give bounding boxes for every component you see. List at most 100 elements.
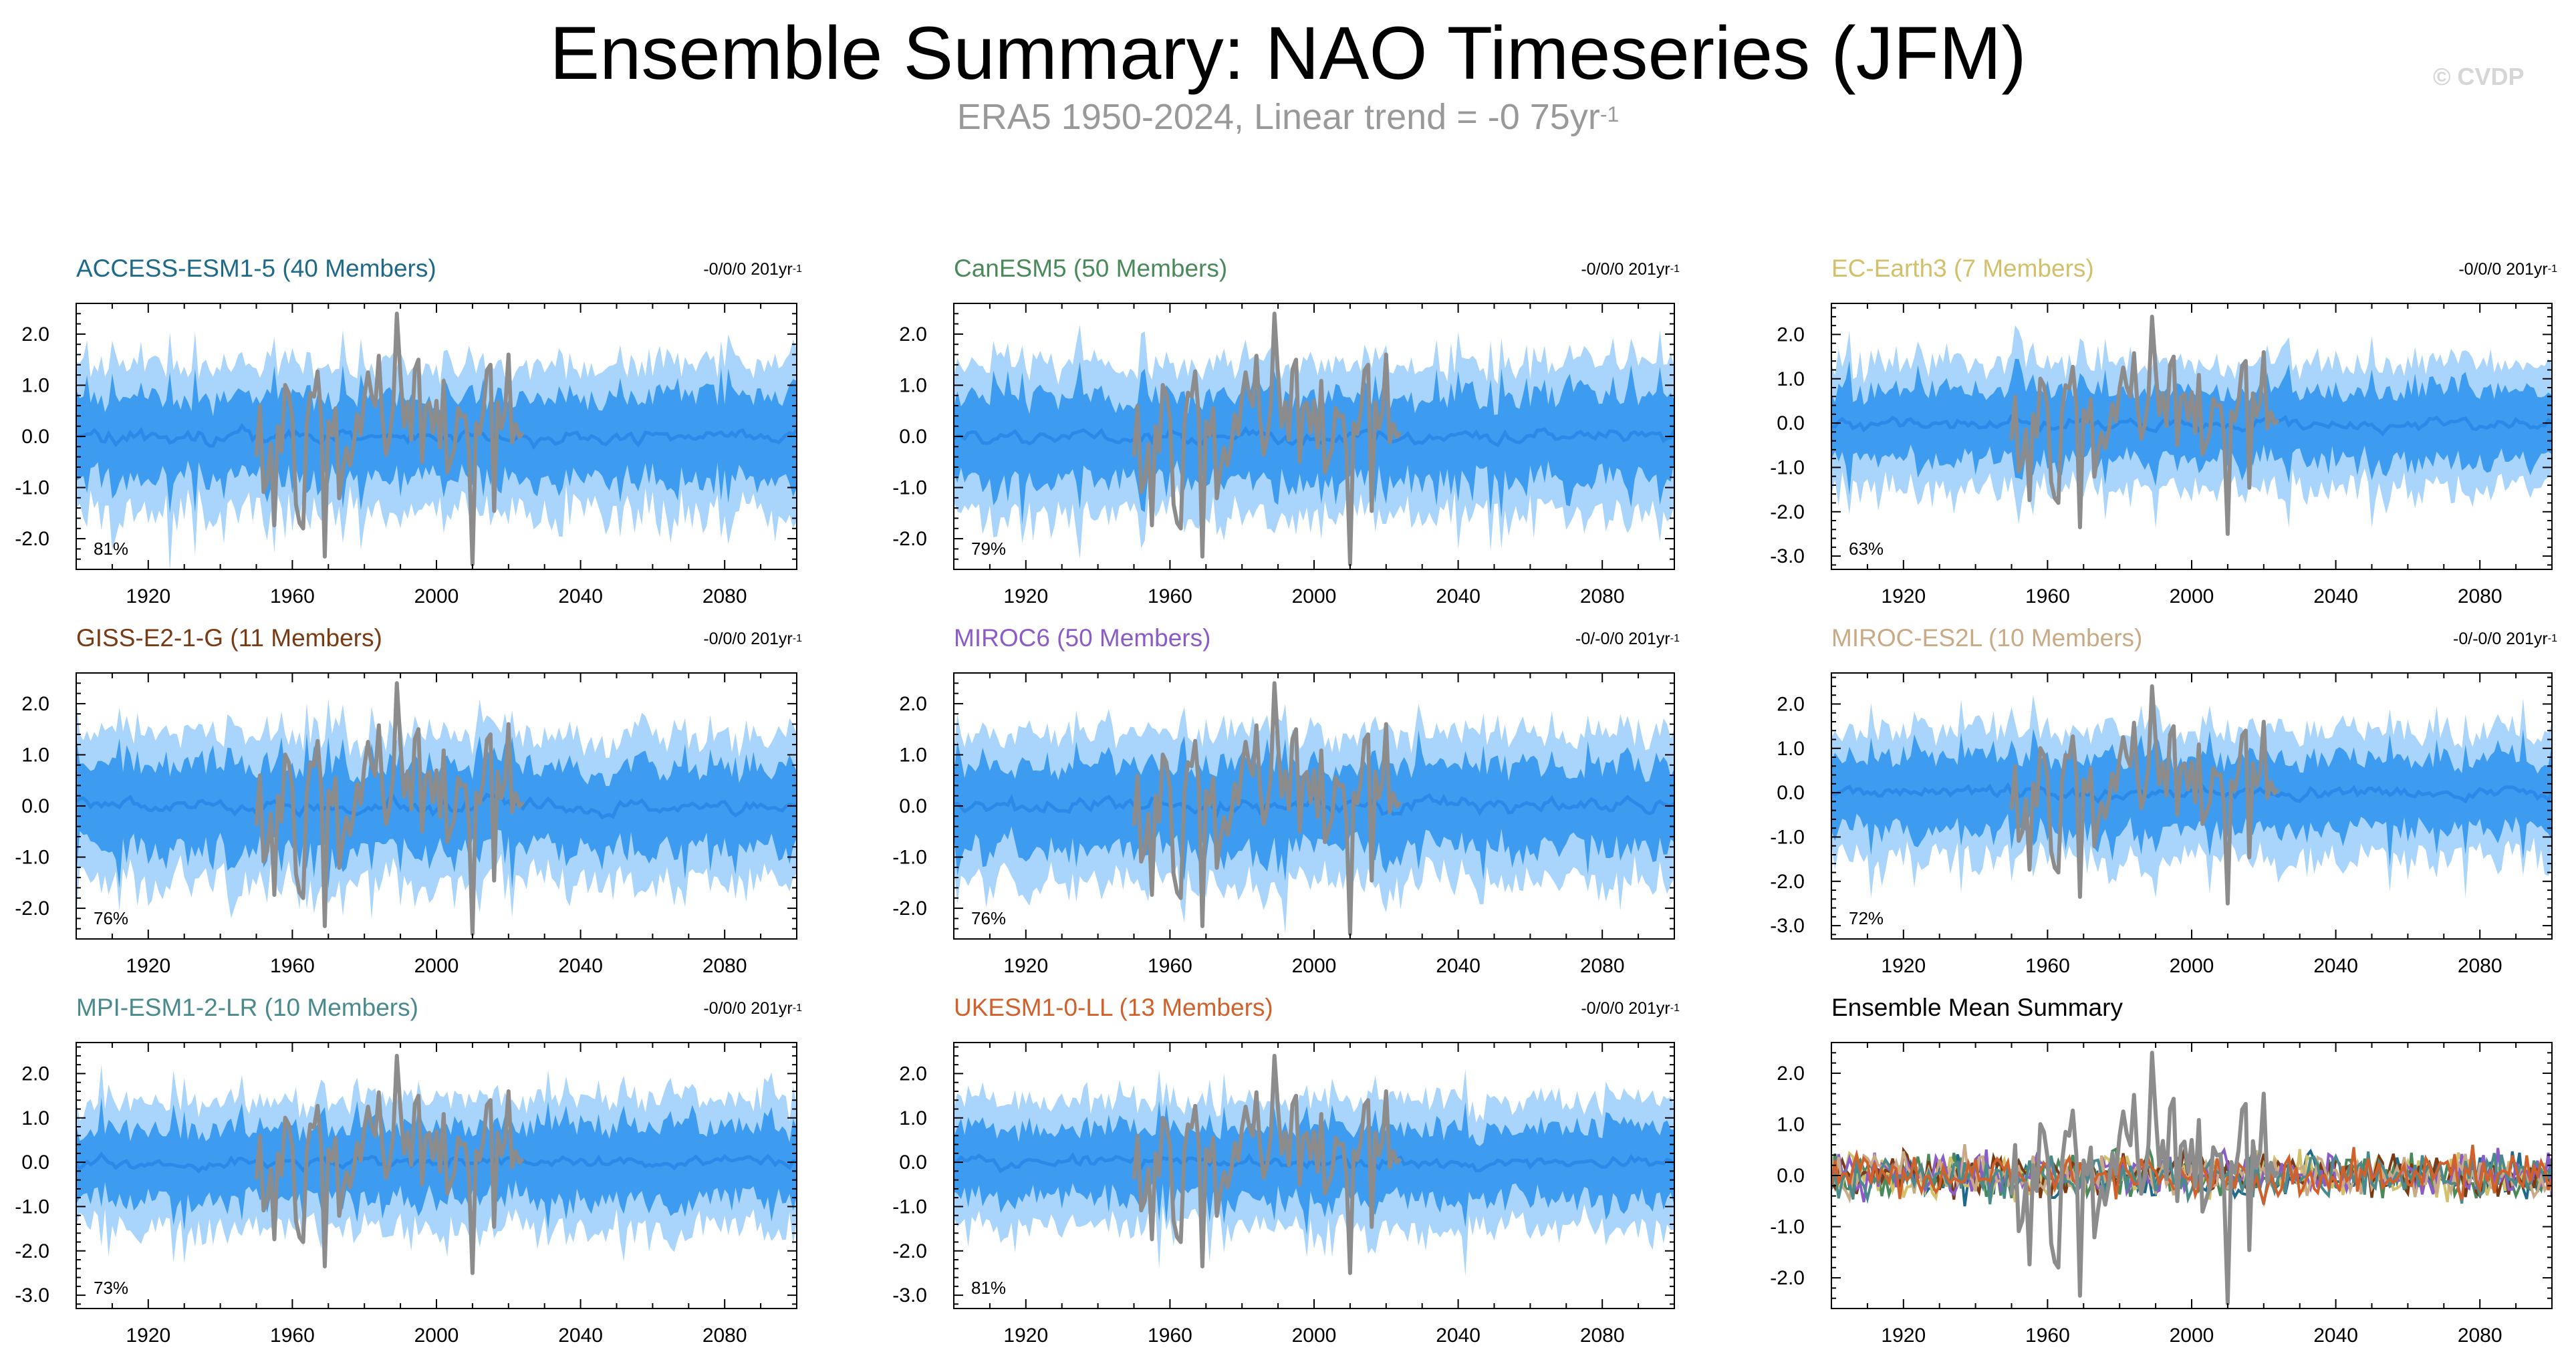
panel-plot: 1920 1960 2000 2040 2080 2.0 1.0 0.0 -1.0 -2.0 -3.… [892,1042,1675,1347]
panel-plot: 1920 1960 2000 2040 2080 2.0 1.0 0.0 -1.0 -2.0 79% [892,303,1675,607]
y-tick-label: -3.0 [892,1284,927,1307]
percent-label: 76% [971,908,1006,928]
y-tick-label: 0.0 [899,795,927,817]
page-subtitle: ERA5 1950-2024, Linear trend = -0 75yr-1 [0,95,2576,139]
plot-area [76,1053,797,1275]
y-tick-label: 1.0 [21,744,49,766]
y-tick-label: 2.0 [899,323,927,346]
y-tick-label: -2.0 [15,898,49,920]
y-tick-label: -2.0 [1770,1267,1805,1289]
x-tick-label: 1960 [1148,585,1192,607]
x-tick-label: 2000 [2170,1325,2214,1347]
trend-sup: -1 [792,1002,802,1014]
percent-label: 73% [94,1278,128,1298]
x-tick-label: 2080 [2458,955,2502,977]
observed-series-line [2009,314,2280,536]
y-tick-label: 2.0 [21,1063,49,1085]
y-tick-label: 0.0 [21,426,49,448]
panel-title: MPI-ESM1-2-LR (10 Members) [76,994,418,1021]
panel-plot: 1920 1960 2000 2040 2080 2.0 1.0 0.0 -1.0 -2.0 [1770,1042,2553,1347]
x-tick-label: 2040 [558,1325,603,1347]
chart-panel: GISS-E2-1-G (11 Members) -0/0/0 201yr-1 … [0,624,842,984]
ensemble-mean-line [954,1151,1674,1174]
y-tick-label: 2.0 [1777,323,1805,346]
trend-sup: -1 [1670,633,1680,644]
x-tick-label: 2000 [2170,585,2214,607]
x-tick-label: 2040 [1436,585,1480,607]
percent-label: 81% [94,539,128,559]
x-tick-label: 2040 [558,585,603,607]
spread-inner-band [1831,728,2552,867]
panel-title: UKESM1-0-LL (13 Members) [954,994,1273,1021]
x-tick-label: 1920 [1003,585,1048,607]
chart-panel: UKESM1-0-LL (13 Members) -0/0/0 201yr-1 … [878,993,1720,1354]
y-tick-label: 0.0 [899,1151,927,1174]
x-tick-label: 2000 [414,955,459,977]
x-tick-label: 1920 [1881,585,1926,607]
y-tick-label: 1.0 [21,1107,49,1129]
panel-trend: -0/0/0 201yr-1 [703,259,802,279]
x-tick-label: 1920 [1881,1325,1926,1347]
plot-area [1831,684,2552,906]
trend-text: -0/0/0 201yr [703,260,793,279]
panel-title: EC-Earth3 (7 Members) [1831,255,2094,282]
trend-sup: -1 [792,263,802,275]
trend-sup: -1 [2547,263,2557,275]
y-tick-label: -1.0 [1770,1216,1805,1238]
y-tick-label: 0.0 [1777,1165,1805,1187]
y-tick-label: 1.0 [1777,1113,1805,1135]
subtitle-text: ERA5 1950-2024, Linear trend = -0 75yr [956,97,1600,137]
chart-panel: EC-Earth3 (7 Members) -0/0/0 201yr-1 192… [1755,254,2576,615]
x-tick-label: 1960 [270,955,315,977]
chart-panel: CanESM5 (50 Members) -0/0/0 201yr-1 1920… [878,254,1720,615]
panel-plot: 1920 1960 2000 2040 2080 2.0 1.0 0.0 -1.0 -2.0 -3.… [1770,303,2553,607]
y-tick-label: -3.0 [1770,915,1805,937]
y-tick-label: 2.0 [1777,1063,1805,1085]
chart-panel: MPI-ESM1-2-LR (10 Members) -0/0/0 201yr-… [0,993,842,1354]
panel-trend: -0/-0/0 201yr-1 [2453,629,2557,649]
y-tick-label: 2.0 [1777,693,1805,715]
panel-plot: 1920 1960 2000 2040 2080 2.0 1.0 0.0 -1.0 -2.0 -3.… [15,1042,797,1347]
plot-area [954,681,1674,936]
panel-title: Ensemble Mean Summary [1831,994,2123,1021]
y-tick-label: 1.0 [1777,738,1805,760]
y-tick-label: 1.0 [21,374,49,396]
y-tick-label: 1.0 [1777,368,1805,390]
panel-plot: 1920 1960 2000 2040 2080 2.0 1.0 0.0 -1.0 -2.0 -3.… [1770,672,2553,977]
y-tick-label: 2.0 [899,693,927,715]
panel-title: MIROC-ES2L (10 Members) [1831,624,2143,652]
x-tick-label: 1920 [1003,955,1048,977]
plot-area [1831,314,2552,536]
x-tick-label: 2080 [2458,585,2502,607]
y-tick-label: 0.0 [1777,412,1805,434]
observed-series-line [2009,684,2280,906]
x-tick-label: 2000 [414,1325,459,1347]
x-tick-label: 2000 [1292,1325,1337,1347]
x-tick-label: 2040 [2313,955,2358,977]
spread-inner-band [954,730,1674,881]
y-tick-label: -2.0 [15,1240,49,1262]
trend-sup: -1 [1670,263,1680,275]
x-tick-label: 1920 [126,585,170,607]
x-tick-label: 2040 [1436,955,1480,977]
subtitle-superscript: -1 [1599,102,1620,126]
panel-trend: -0/0/0 201yr-1 [1581,259,1680,279]
percent-label: 81% [971,1278,1006,1298]
ensemble-mean-line [1831,781,2552,804]
trend-text: -0/0/0 201yr [703,999,793,1018]
panel-title: MIROC6 (50 Members) [954,624,1211,652]
trend-text: -0/0/0 201yr [1581,260,1670,279]
observed-series-line [254,1053,525,1275]
x-tick-label: 1920 [126,955,170,977]
y-tick-label: -1.0 [15,477,49,499]
y-tick-label: -1.0 [892,1196,927,1218]
trend-text: -0/0/0 201yr [1581,999,1670,1018]
percent-label: 72% [1849,908,1884,928]
plot-area [76,311,797,569]
panel-plot: 1920 1960 2000 2040 2080 2.0 1.0 0.0 -1.0 -2.0 81% [15,303,797,607]
y-tick-label: 2.0 [21,323,49,346]
y-tick-label: -2.0 [892,528,927,550]
ensemble-mean-line [954,426,1674,448]
y-tick-label: 0.0 [21,1151,49,1174]
observed-series-line [254,311,525,567]
